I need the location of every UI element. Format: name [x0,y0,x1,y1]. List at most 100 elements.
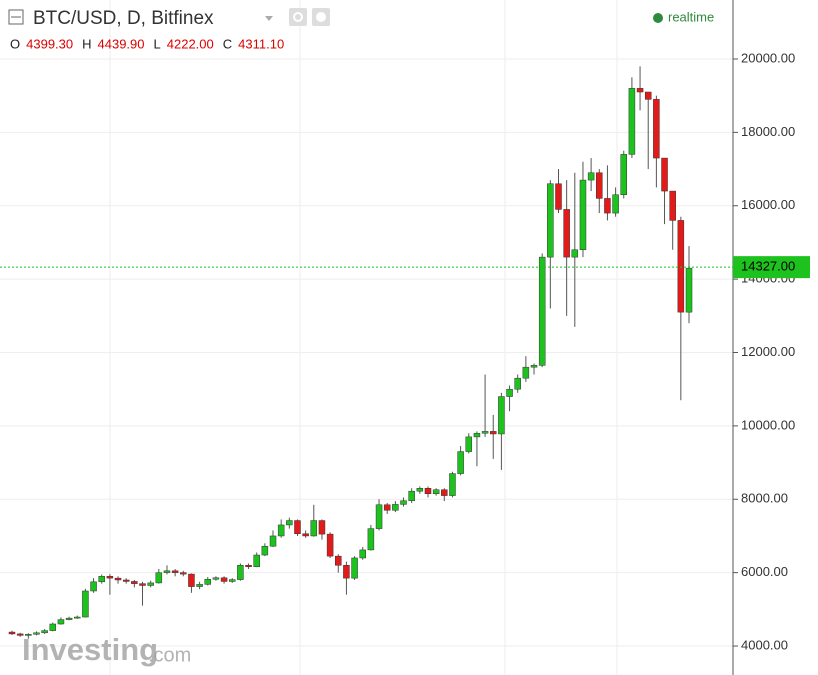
candle-body [335,555,342,566]
candle-body [343,565,350,579]
candle-body [220,577,228,582]
candle-body [441,489,448,496]
y-tick-label: 10000.00 [741,417,795,432]
last-price-box [733,256,810,279]
candle-body [489,431,497,435]
candle-body [139,583,146,586]
y-tick-label: 12000.00 [741,344,795,359]
y-tick-label: 18000.00 [741,124,795,139]
candle-body [188,573,195,587]
gear-icon-glyph [316,12,326,22]
candle-body [147,582,154,586]
candle-body [604,198,611,214]
candle-body [612,194,619,214]
dropdown-icon[interactable] [265,16,273,21]
candle-body [310,520,318,537]
candle-body [8,631,16,635]
candle-body [547,183,554,258]
collapse-icon[interactable] [8,9,24,25]
ohlc-key: H [82,36,91,51]
candle-body [245,565,252,568]
candle-body [644,91,652,100]
candle-body [318,520,326,535]
y-tick-label: 4000.00 [741,637,788,652]
candle-body [563,209,570,258]
candle-body [163,570,171,573]
candle-body [620,154,627,195]
settings-icon[interactable] [289,8,307,26]
candle-body [636,88,644,93]
candle-body [41,630,48,634]
watermark-suffix: .com [148,644,191,666]
candle-body [228,579,236,582]
ohlc-value: 4399.30 [26,36,73,51]
ohlc-key: O [10,36,20,51]
candle-body [155,572,163,584]
candle-body [416,488,424,492]
candle-body [685,267,693,313]
ohlc-key: C [223,36,232,51]
candle-body [538,256,546,366]
candle-body [106,576,114,579]
candle-body [457,451,464,474]
candle-body [171,570,179,573]
ohlc-legend: O 4399.30 H 4439.90 L 4222.00 C 4311.10 [10,36,284,51]
candle-body [359,549,366,559]
candle-body [253,554,260,568]
candle-body [424,488,432,495]
candle-body [530,365,538,368]
candle-body [351,557,358,579]
candle-body [449,473,456,496]
y-tick-label: 8000.00 [741,491,788,506]
candle-body [653,99,660,159]
candle-body [180,572,187,575]
candle-body [65,617,73,620]
candle-body [57,619,65,625]
chart-title: BTC/USD, D, Bitfinex [33,8,214,29]
candle-body [16,633,24,636]
candle-body [212,577,220,580]
candle-body [392,504,399,511]
ohlc-key: L [154,36,161,51]
status-dot [653,13,663,23]
candle-body [294,520,301,534]
candle-body [326,533,334,557]
candle-body [465,436,473,452]
candle-body [302,533,309,537]
candle-body [25,634,32,636]
candle-body [432,489,440,495]
candle-body [82,590,89,618]
y-tick-label: 16000.00 [741,197,795,212]
candle-body [669,190,676,221]
settings-icon-glyph [293,12,303,22]
last-price-label: 14327.00 [741,259,795,274]
candle-body [661,157,668,192]
candle-body [269,535,277,547]
candle-body [131,581,138,584]
candle-body [49,623,57,631]
candle-body [375,504,383,529]
candle-body [98,576,105,583]
candle-body [596,172,603,199]
candle-body [383,504,391,511]
candle-body [400,500,407,505]
candle-body [473,432,481,438]
status: realtime [668,9,714,24]
y-tick-label: 6000.00 [741,564,788,579]
candle-body [261,545,269,556]
candles [8,66,693,639]
ohlc-value: 4222.00 [167,36,214,51]
candle-body [122,579,130,582]
candle-body [237,565,244,580]
grid [0,0,733,675]
candle-body [506,388,513,397]
candle-body [90,581,97,592]
candle-body [196,584,203,587]
candle-body [481,431,489,434]
candle-body [514,377,521,390]
candle-body [587,172,595,181]
candle-body [571,249,579,258]
candle-body [33,632,40,635]
